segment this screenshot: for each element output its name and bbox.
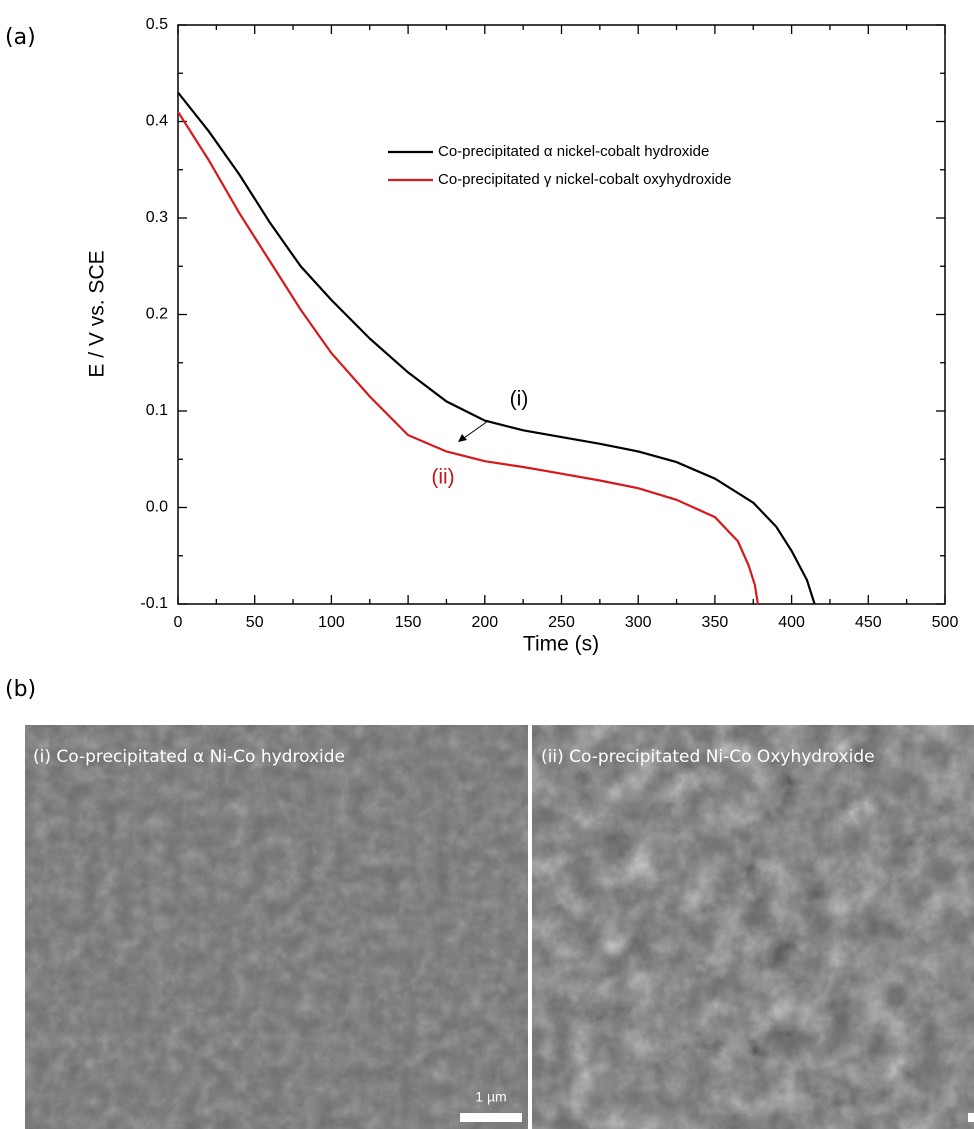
sem-image: [25, 725, 528, 1129]
y-tick-label: 0.4: [146, 113, 168, 130]
legend-label: Co-precipitated α nickel-cobalt hydroxid…: [438, 143, 709, 160]
y-axis-label: E / V vs. SCE: [86, 250, 109, 377]
annotation: (i): [510, 388, 529, 411]
y-tick-label: 0.0: [146, 499, 168, 516]
image-caption: (ii) Co-precipitated Ni-Co Oxyhydroxide: [541, 747, 875, 767]
x-tick-label: 100: [318, 614, 345, 631]
plot-frame: [177, 24, 946, 605]
arrow-head: [458, 434, 467, 442]
x-tick-label: 150: [395, 614, 422, 631]
scale-bar: [968, 1113, 974, 1122]
annotation: (ii): [431, 466, 454, 489]
x-tick-label: 0: [174, 614, 183, 631]
legend-label: Co-precipitated γ nickel-cobalt oxyhydro…: [438, 171, 731, 188]
x-tick-label: 350: [702, 614, 729, 631]
scale-bar: [460, 1113, 522, 1122]
sem-image: [532, 725, 974, 1129]
panel-label: (b): [5, 677, 36, 702]
y-tick-label: 0.2: [146, 306, 168, 323]
x-tick-label: 400: [778, 614, 805, 631]
x-tick-label: 250: [548, 614, 575, 631]
x-tick-label: 500: [932, 614, 959, 631]
scale-bar-label: 1 µm: [475, 1089, 506, 1105]
x-tick-label: 450: [855, 614, 882, 631]
y-tick-label: 0.3: [146, 209, 168, 226]
y-tick-label: -0.1: [140, 595, 168, 612]
y-tick-label: 0.1: [146, 402, 168, 419]
data-line: [177, 111, 759, 605]
panel-label: (a): [5, 25, 36, 50]
data-line: [177, 91, 816, 605]
arrow-line: [463, 420, 489, 439]
y-tick-label: 0.5: [146, 16, 168, 33]
x-tick-label: 200: [471, 614, 498, 631]
x-axis-label: Time (s): [523, 633, 599, 656]
image-caption: (i) Co-precipitated α Ni-Co hydroxide: [33, 747, 345, 767]
x-tick-label: 50: [246, 614, 264, 631]
x-tick-label: 300: [625, 614, 652, 631]
